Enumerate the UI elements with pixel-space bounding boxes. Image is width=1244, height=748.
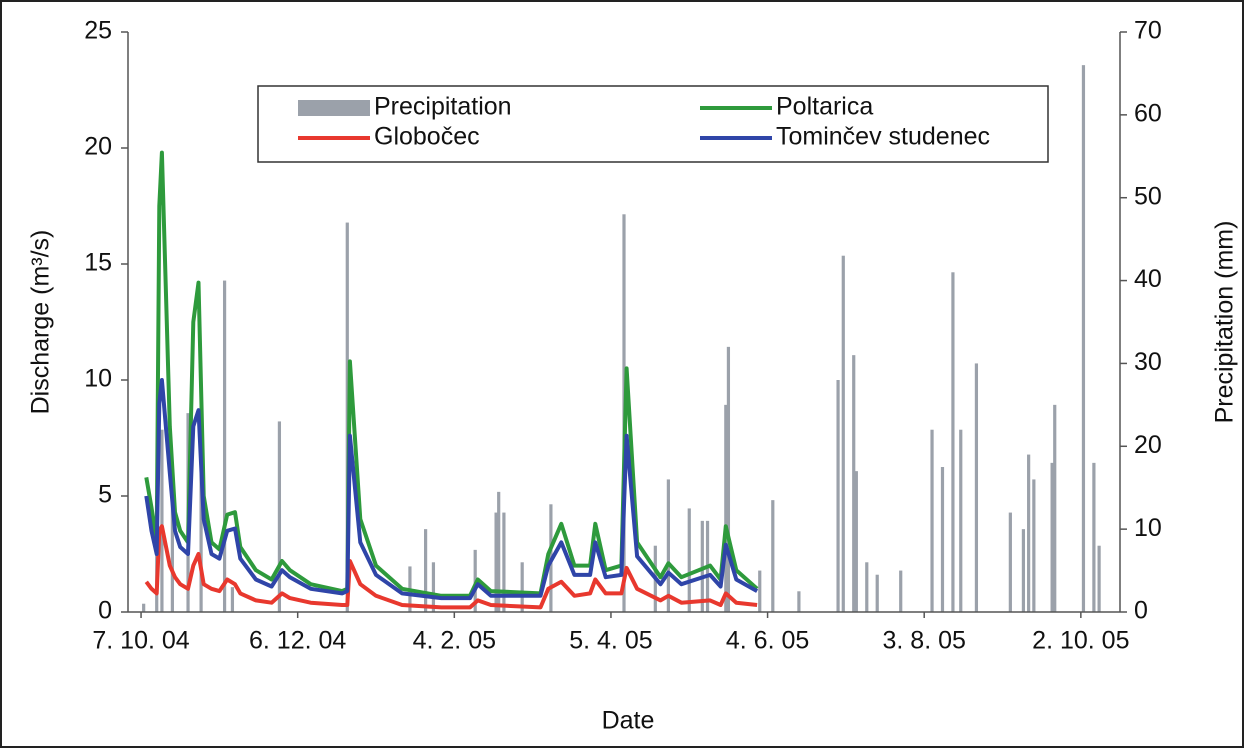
y-tick-label: 20	[84, 133, 112, 161]
legend-box	[257, 85, 1049, 163]
precipitation-bar	[424, 529, 428, 612]
x-axis-title: Date	[602, 707, 655, 735]
legend-label: Globočec	[374, 123, 480, 151]
precipitation-bar	[771, 500, 775, 612]
precipitation-bar	[940, 467, 945, 612]
y2-tick-label: 50	[1134, 182, 1162, 210]
discharge-line	[144, 524, 758, 610]
x-tick-label: 6. 12. 04	[249, 627, 346, 655]
precipitation-bar	[875, 574, 879, 612]
precipitation-bar	[431, 562, 436, 612]
precipitation-bar	[222, 280, 227, 612]
y2-tick-label: 70	[1134, 17, 1162, 45]
legend-label: Poltarica	[776, 93, 873, 121]
precipitation-bar	[160, 429, 164, 612]
x-tick-label: 4. 2. 05	[413, 627, 496, 655]
precipitation-bar	[142, 603, 146, 612]
precipitation-bar	[494, 512, 498, 612]
precipitation-bar	[230, 587, 235, 612]
precipitation-bar	[1027, 454, 1031, 612]
legend-swatch	[298, 100, 370, 116]
y-tick-label: 5	[98, 481, 112, 509]
legend-label: Tominčev studenec	[776, 123, 990, 151]
x-tick-label: 4. 6. 05	[726, 627, 809, 655]
x-tick-label: 3. 8. 05	[883, 627, 966, 655]
precipitation-bar	[497, 491, 501, 612]
precipitation-bar	[687, 508, 691, 612]
precipitation-bar	[758, 570, 762, 612]
precipitation-bar	[930, 429, 934, 612]
y2-tick-label: 40	[1134, 265, 1162, 293]
precipitation-bar	[1081, 65, 1086, 612]
precipitation-bar	[899, 570, 903, 612]
y2-tick-label: 30	[1134, 348, 1162, 376]
y-axis-title: Discharge (m³/s)	[27, 230, 55, 415]
precipitation-bar	[974, 363, 979, 612]
y-tick-label: 25	[84, 17, 112, 45]
precipitation-bar	[1021, 529, 1026, 612]
precipitation-bar	[836, 380, 840, 612]
precipitation-bar	[852, 355, 856, 612]
precipitation-bar	[170, 496, 174, 612]
precipitation-bar	[854, 471, 858, 612]
precipitation-bar	[951, 272, 955, 612]
precipitation-bar	[797, 591, 801, 612]
precipitation-bar	[277, 421, 282, 612]
legend-label: Precipitation	[374, 93, 512, 121]
y2-axis-title: Precipitation (mm)	[1211, 221, 1239, 424]
x-tick-label: 5. 4. 05	[569, 627, 652, 655]
y2-tick-label: 20	[1134, 431, 1162, 459]
precipitation-bar	[959, 429, 963, 612]
y2-tick-label: 10	[1134, 514, 1162, 542]
precipitation-bar	[726, 346, 731, 612]
precipitation-bar	[1097, 545, 1101, 612]
precipitation-bar	[1092, 462, 1096, 612]
precipitation-bar	[1053, 404, 1057, 612]
x-tick-label: 7. 10. 04	[92, 627, 189, 655]
precipitation-bar	[520, 562, 524, 612]
discharge-line	[144, 378, 759, 601]
precipitation-bar	[502, 512, 506, 612]
y2-tick-label: 0	[1134, 597, 1148, 625]
y2-tick-label: 60	[1134, 99, 1162, 127]
y-tick-label: 0	[98, 597, 112, 625]
precipitation-bar	[724, 404, 728, 612]
precipitation-bar	[865, 562, 869, 612]
precipitation-bar	[700, 520, 704, 612]
y-tick-label: 10	[84, 365, 112, 393]
precipitation-bar	[666, 479, 670, 612]
x-tick-label: 2. 10. 05	[1032, 627, 1129, 655]
precipitation-bar	[1050, 462, 1054, 612]
precipitation-bar	[1008, 512, 1012, 612]
precipitation-bar	[1032, 479, 1036, 612]
y-tick-label: 15	[84, 249, 112, 277]
precipitation-bar	[841, 255, 845, 612]
